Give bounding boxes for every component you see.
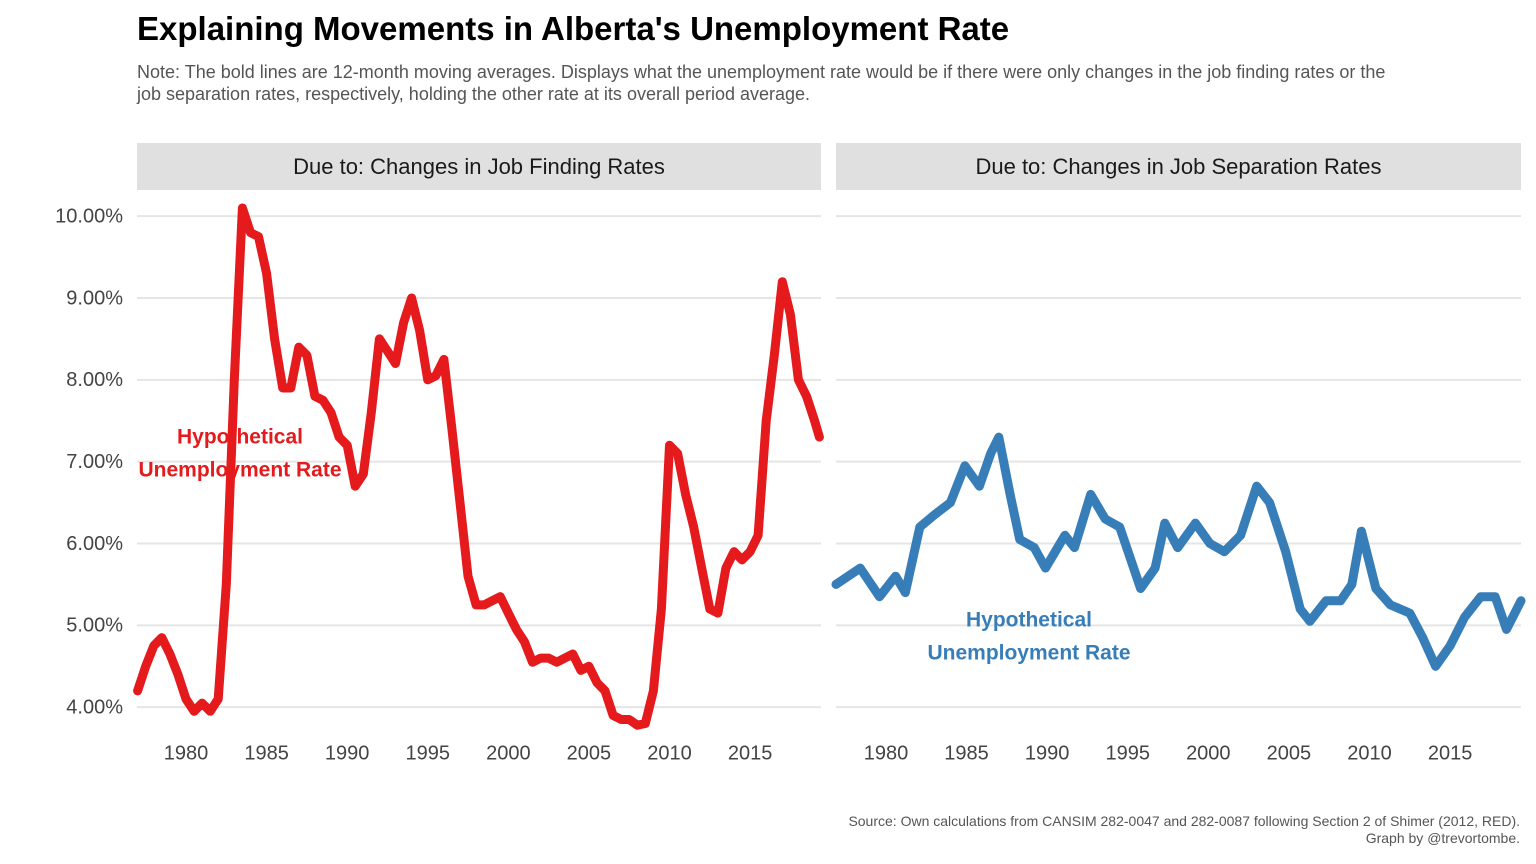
title: Explaining Movements in Alberta's Unempl… (137, 10, 1010, 47)
y-tick-label: 9.00% (66, 287, 123, 309)
x-tick-label: 1980 (164, 742, 209, 764)
x-tick-label: 2010 (1347, 742, 1392, 764)
annotation: Hypothetical (966, 609, 1092, 632)
y-tick-label: 10.00% (55, 205, 123, 227)
y-tick-label: 6.00% (66, 533, 123, 555)
caption: Graph by @trevortombe. (1365, 830, 1520, 846)
x-tick-label: 2005 (567, 742, 612, 764)
x-tick-label: 1980 (864, 742, 909, 764)
annotation: Hypothetical (177, 426, 303, 449)
y-tick-label: 7.00% (66, 451, 123, 473)
x-tick-label: 2010 (647, 742, 692, 764)
series-line (133, 203, 824, 730)
x-tick-label: 2015 (728, 742, 773, 764)
facet-title: Due to: Changes in Job Separation Rates (975, 154, 1381, 179)
x-tick-label: 2000 (1186, 742, 1231, 764)
facet-title: Due to: Changes in Job Finding Rates (293, 154, 665, 179)
x-tick-label: 1990 (325, 742, 370, 764)
annotation: Unemployment Rate (138, 459, 341, 482)
series-line (831, 432, 1526, 671)
subtitle: Note: The bold lines are 12-month moving… (137, 62, 1386, 104)
facet-strip (836, 143, 1521, 190)
x-tick-label: 1995 (405, 742, 450, 764)
x-tick-label: 2015 (1428, 742, 1473, 764)
y-tick-label: 5.00% (66, 615, 123, 637)
facet-strip (137, 143, 821, 190)
caption: Source: Own calculations from CANSIM 282… (848, 813, 1520, 829)
x-tick-label: 1995 (1105, 742, 1150, 764)
x-tick-label: 1990 (1025, 742, 1070, 764)
x-tick-label: 2000 (486, 742, 531, 764)
y-tick-label: 8.00% (66, 369, 123, 391)
x-tick-label: 1985 (244, 742, 289, 764)
x-tick-label: 2005 (1267, 742, 1312, 764)
annotation: Unemployment Rate (927, 642, 1130, 665)
y-tick-label: 4.00% (66, 696, 123, 718)
x-tick-label: 1985 (944, 742, 989, 764)
